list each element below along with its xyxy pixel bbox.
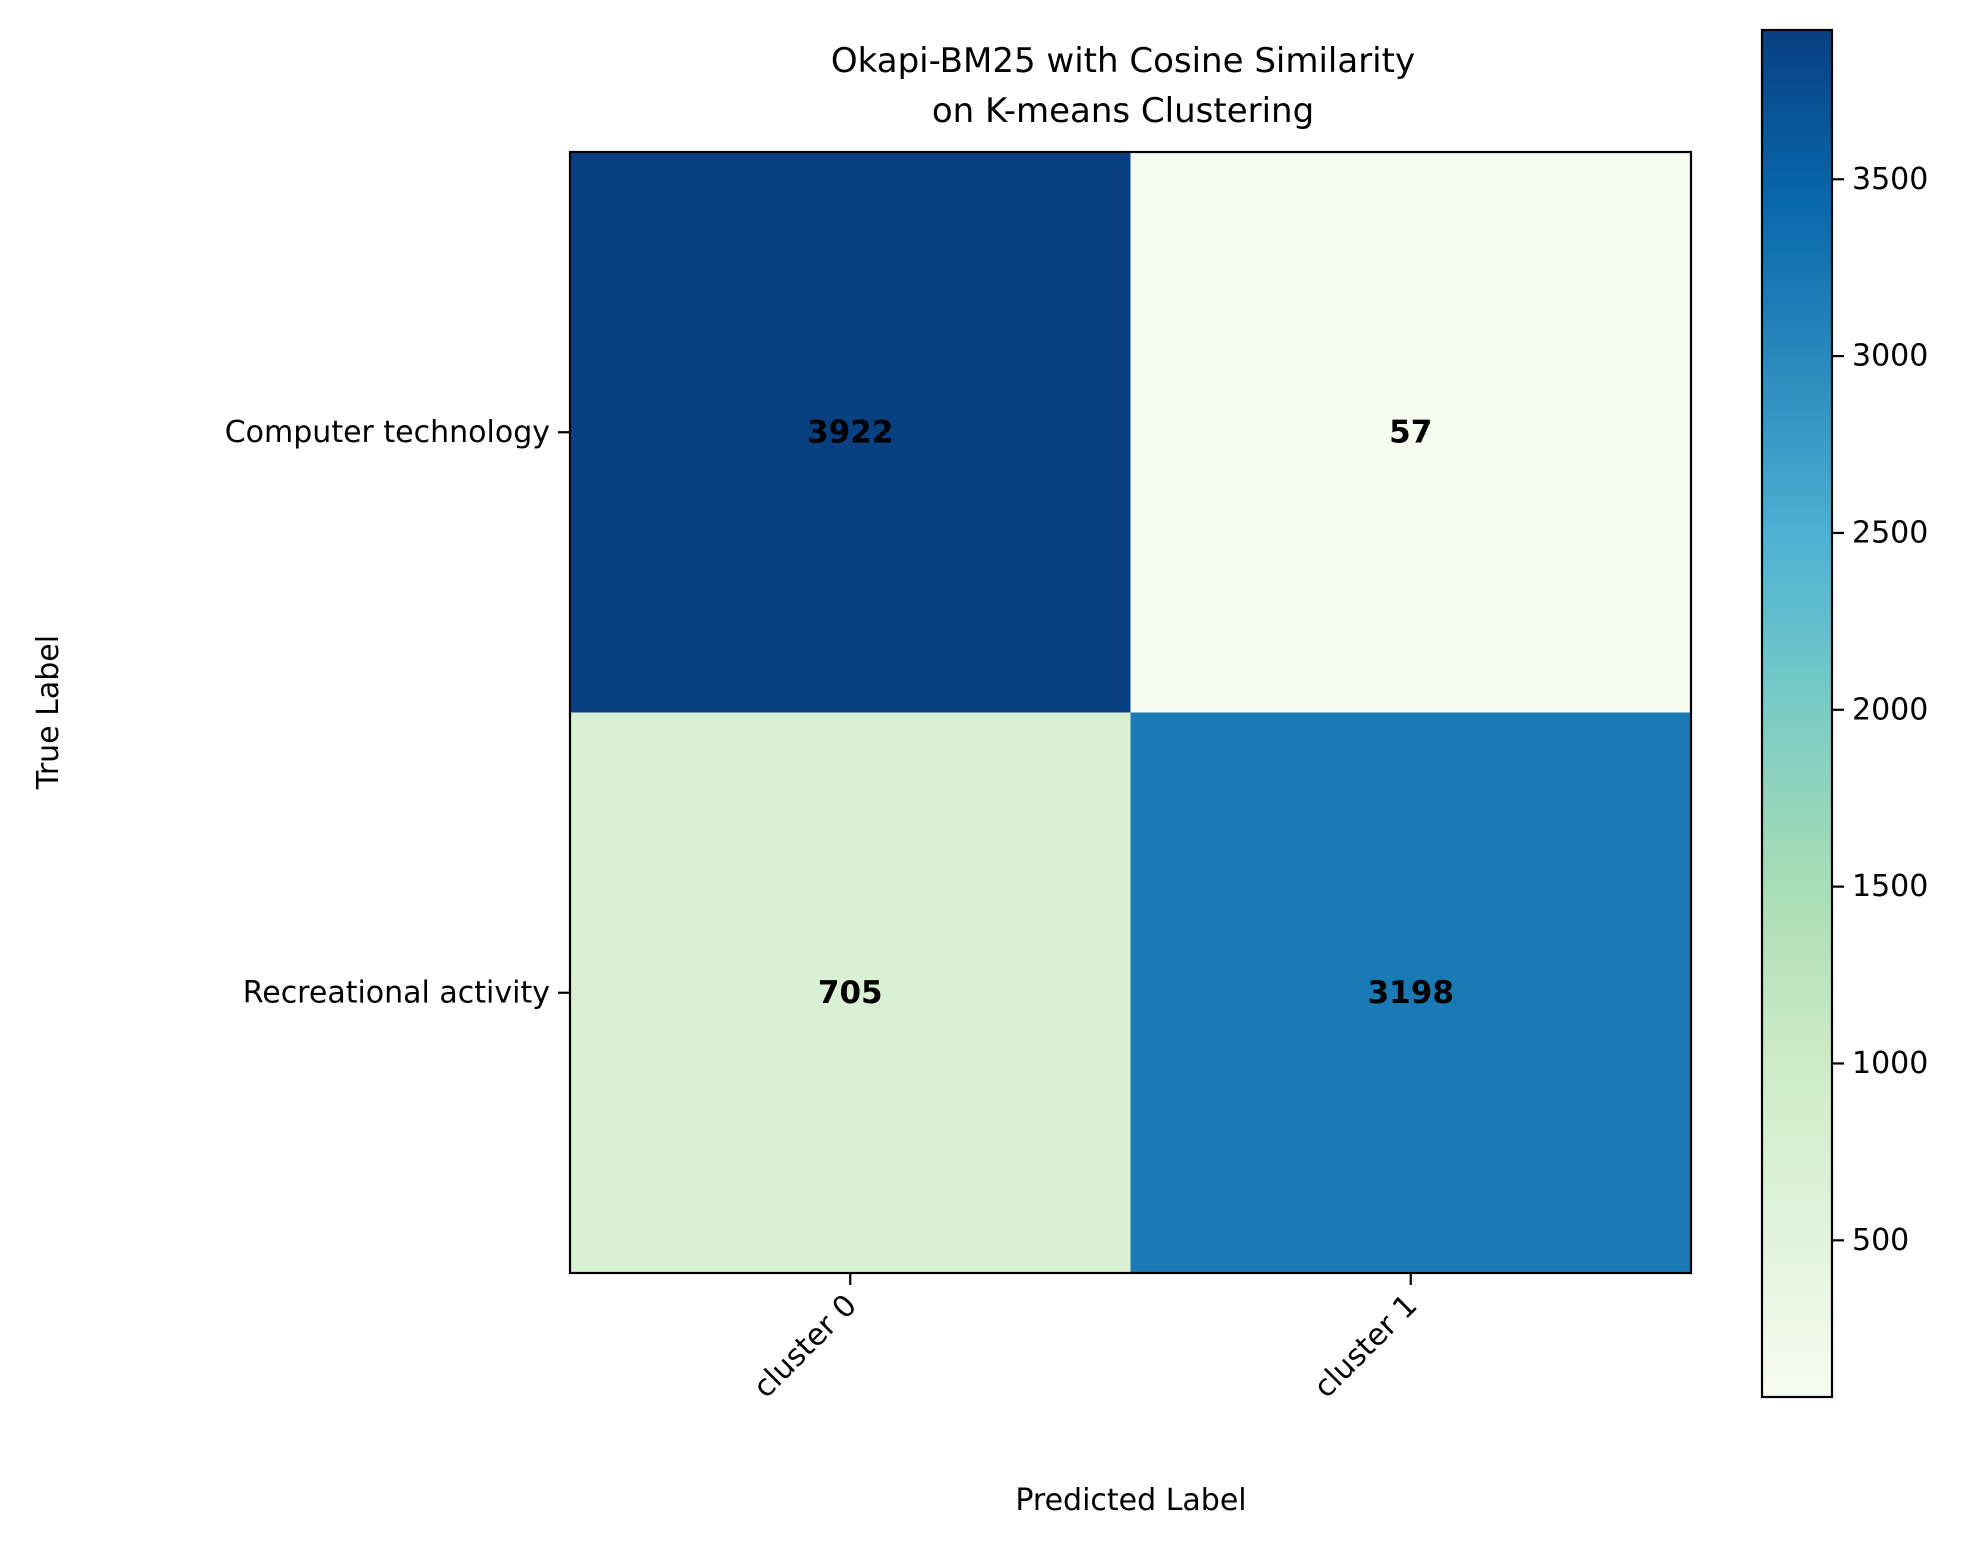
colorbar-tick-label: 3000	[1852, 339, 1928, 374]
colorbar-tick-label: 500	[1852, 1223, 1909, 1258]
colorbar: 500 1000 1500 2000 2500 3000 3500	[1760, 28, 1928, 1399]
colorbar-tick-label: 3500	[1852, 162, 1928, 197]
colorbar-gradient	[1760, 28, 1834, 1399]
y-axis-label: True Label	[31, 635, 66, 790]
plot-area-frame	[568, 150, 1693, 1275]
y-tick-label: Recreational activity	[243, 975, 550, 1010]
colorbar-tick-label: 1500	[1852, 869, 1928, 904]
colorbar-tick-label: 2500	[1852, 515, 1928, 550]
chart-title: Okapi-BM25 with Cosine Similarity on K-m…	[831, 41, 1415, 131]
heatmap-cell-r0-c0	[570, 152, 1131, 713]
cell-value-label: 57	[1389, 414, 1432, 450]
heatmap-cell-r1-c1	[1130, 712, 1692, 1274]
y-tick-label: Computer technology	[225, 415, 550, 450]
y-axis-ticks: Computer technology Recreational activity	[225, 415, 570, 1010]
cell-value-label: 3198	[1368, 975, 1454, 1011]
heatmap-cell-r1-c0	[570, 712, 1131, 1274]
colorbar-tick-label: 1000	[1852, 1046, 1928, 1081]
chart-title-line-1: Okapi-BM25 with Cosine Similarity	[831, 41, 1415, 81]
x-tick-label: cluster 1	[1307, 1288, 1424, 1405]
colorbar-ticks: 500 1000 1500 2000 2500 3000 3500	[1832, 162, 1928, 1258]
chart-title-line-2: on K-means Clustering	[932, 91, 1314, 131]
cell-value-label: 3922	[807, 414, 893, 450]
colorbar-tick-label: 2000	[1852, 692, 1928, 727]
heatmap-cells	[570, 152, 1692, 1274]
x-axis-label: Predicted Label	[1015, 1483, 1246, 1518]
x-axis-ticks: cluster 0 cluster 1	[747, 1273, 1424, 1405]
heatmap-cell-labels: 3922 57 705 3198	[807, 414, 1454, 1011]
cell-value-label: 705	[818, 975, 883, 1011]
x-tick-label: cluster 0	[747, 1288, 864, 1405]
heatmap-cell-r0-c1	[1130, 152, 1692, 713]
